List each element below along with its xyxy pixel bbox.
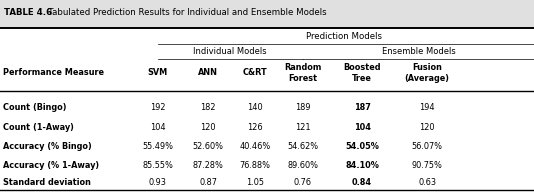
Text: 120: 120 — [419, 123, 435, 132]
Text: Count (Bingo): Count (Bingo) — [3, 103, 66, 112]
Text: 0.76: 0.76 — [294, 178, 312, 187]
Text: 0.93: 0.93 — [148, 178, 167, 187]
Text: 40.46%: 40.46% — [239, 142, 270, 151]
Text: ANN: ANN — [198, 69, 218, 77]
Text: Count (1-Away): Count (1-Away) — [3, 123, 74, 132]
Text: Standard deviation: Standard deviation — [3, 178, 91, 187]
Text: 55.49%: 55.49% — [142, 142, 173, 151]
Text: 189: 189 — [295, 103, 311, 112]
Text: 126: 126 — [247, 123, 263, 132]
Text: 54.05%: 54.05% — [345, 142, 379, 151]
Text: 56.07%: 56.07% — [412, 142, 443, 151]
Text: 187: 187 — [354, 103, 371, 112]
Text: 89.60%: 89.60% — [287, 161, 318, 170]
Text: Random
Forest: Random Forest — [284, 63, 321, 83]
Text: 140: 140 — [247, 103, 263, 112]
Text: Accuracy (% 1-Away): Accuracy (% 1-Away) — [3, 161, 99, 170]
Text: 0.87: 0.87 — [199, 178, 217, 187]
Text: Boosted
Tree: Boosted Tree — [343, 63, 381, 83]
Text: Ensemble Models: Ensemble Models — [381, 47, 456, 56]
Text: Fusion
(Average): Fusion (Average) — [405, 63, 450, 83]
Text: Accuracy (% Bingo): Accuracy (% Bingo) — [3, 142, 91, 151]
Text: Tabulated Prediction Results for Individual and Ensemble Models: Tabulated Prediction Results for Individ… — [40, 8, 327, 17]
Text: 182: 182 — [200, 103, 216, 112]
Text: 87.28%: 87.28% — [193, 161, 224, 170]
Text: 52.60%: 52.60% — [193, 142, 224, 151]
Text: 85.55%: 85.55% — [142, 161, 173, 170]
Text: 192: 192 — [150, 103, 166, 112]
Text: TABLE 4.6: TABLE 4.6 — [4, 8, 52, 17]
Text: 121: 121 — [295, 123, 311, 132]
Text: 194: 194 — [419, 103, 435, 112]
Text: C&RT: C&RT — [242, 69, 267, 77]
Text: Prediction Models: Prediction Models — [307, 32, 382, 41]
Text: Individual Models: Individual Models — [193, 47, 267, 56]
Text: 0.63: 0.63 — [418, 178, 436, 187]
Text: 76.88%: 76.88% — [239, 161, 270, 170]
Text: 90.75%: 90.75% — [412, 161, 443, 170]
Text: 104: 104 — [150, 123, 166, 132]
Bar — [0, 28, 534, 192]
Text: 120: 120 — [200, 123, 216, 132]
Text: 54.62%: 54.62% — [287, 142, 318, 151]
Text: 1.05: 1.05 — [246, 178, 264, 187]
Text: SVM: SVM — [147, 69, 168, 77]
Text: 104: 104 — [354, 123, 371, 132]
Text: 0.84: 0.84 — [352, 178, 372, 187]
Text: Performance Measure: Performance Measure — [3, 69, 104, 77]
Text: 84.10%: 84.10% — [345, 161, 379, 170]
